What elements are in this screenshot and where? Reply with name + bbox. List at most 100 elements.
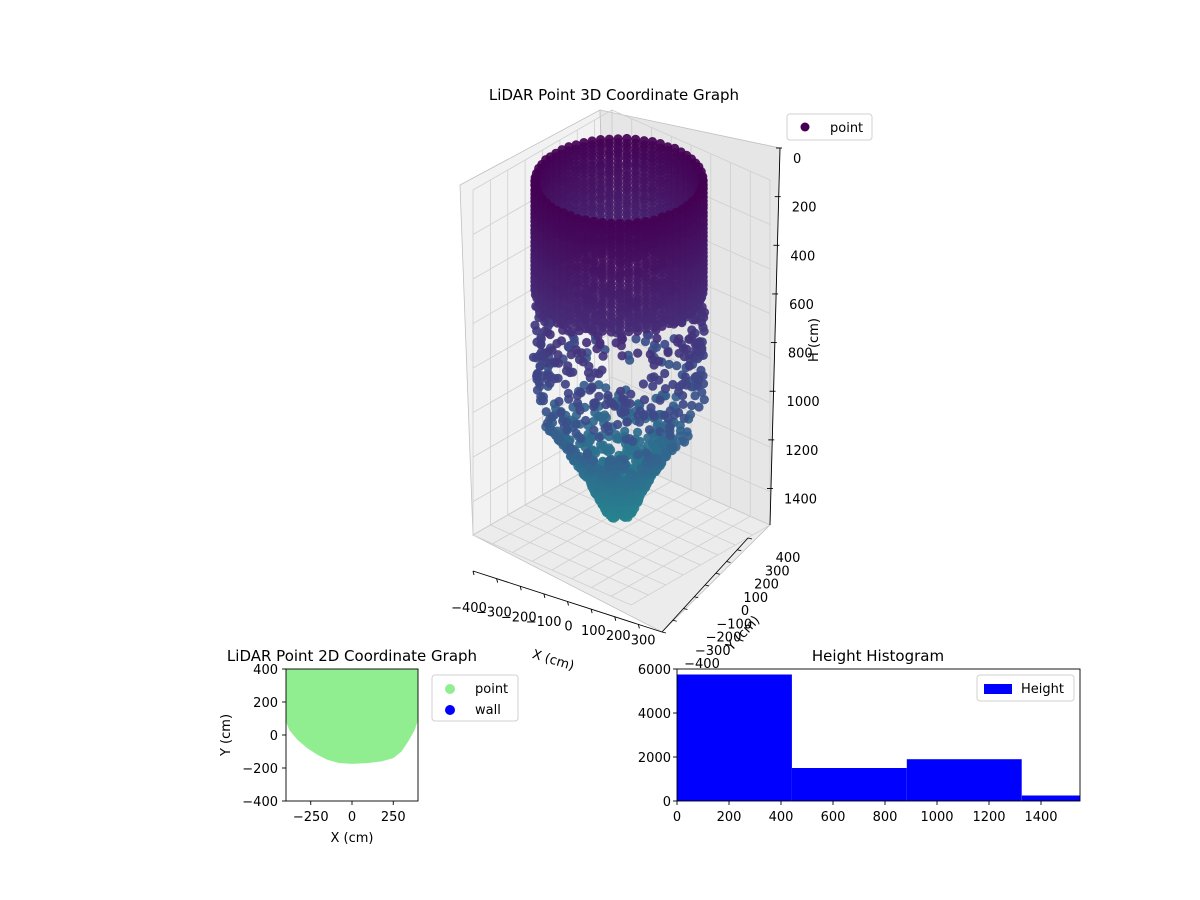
z-tick-label: 600 [789,298,814,313]
lidar-point [604,456,614,466]
lidar-point [532,326,542,336]
legend-2d-label-wall: wall [475,703,501,718]
lidar-point [660,368,670,379]
lidar-point [649,360,659,370]
lidar-point [648,409,658,419]
lidar-point [679,437,690,447]
legend-hist-label: Height [1021,682,1064,697]
y-tick-label-2d: 0 [270,729,278,744]
y-tick-label: −200 [706,631,742,646]
x-tick-label: 200 [606,629,631,644]
lidar-point [560,379,571,389]
height-gridline [472,421,771,502]
lidar-point [626,389,636,399]
y-tick-label-2d: 200 [253,696,278,711]
lidar-point [671,442,681,452]
lidar-point [534,377,544,388]
legend-3d-label: point [830,121,863,136]
lidar-point [556,336,567,346]
height-gridline [472,376,771,458]
x-axis-label-3d: X (cm) [530,647,576,674]
lidar-point [571,419,581,429]
lidar-point [563,342,573,352]
y-tick [737,549,742,552]
floor-gridline [532,480,672,562]
lidar-point [678,399,688,409]
y-tick [747,537,753,540]
lidar-point [597,326,608,336]
lidar-point [542,358,552,368]
legend-2d-label-point: point [475,682,508,697]
lidar-point [573,398,583,408]
legend-2d-marker-wall [445,705,455,715]
lidar-point [622,417,633,427]
lidar-point [684,361,695,371]
y-tick-label-hist: 6000 [638,663,671,678]
lidar-point [581,415,591,426]
lidar-point [639,395,650,405]
floor-gridline [630,524,771,606]
lidar-point [671,315,681,325]
lidar-point [592,344,602,354]
x-tick-label-2d: −250 [293,810,329,825]
lidar-point [690,391,700,401]
x-tick-label: 300 [631,633,656,648]
lidar-point [547,412,557,422]
lidar-point [687,331,697,341]
lidar-point [699,395,709,405]
chart-3d-title: LiDAR Point 3D Coordinate Graph [489,86,739,104]
y-tick [661,631,667,634]
x-tick-label-2d: 250 [381,810,406,825]
y-tick-label: −300 [695,644,731,659]
y-tick-label: −100 [716,617,752,632]
floor-gridline [591,507,731,588]
ticks-hist: 0 200 400 600 800 1000 1200 1400 6000 4000 2000 0 [638,663,1058,825]
y-tick-label: 400 [776,551,801,566]
y-tick-label-hist: 0 [663,795,671,810]
lidar-point [691,339,702,350]
x-tick-label-2d: 0 [348,810,356,825]
lidar-point [582,448,593,458]
lidar-point [589,425,599,435]
lidar-point [652,333,662,343]
lidar-point [585,385,595,395]
x-tick-label-hist: 200 [717,810,742,825]
z-tick-label: 400 [790,249,815,264]
histogram-bar [906,759,1022,801]
lidar-point [610,401,620,411]
chart-2d-title: LiDAR Point 2D Coordinate Graph [227,647,477,665]
lidar-point [633,427,643,437]
lidar-point [645,349,655,359]
lidar-point [631,334,641,344]
height-gridline [472,109,771,191]
lidar-point [646,373,656,383]
lidar-point [578,357,588,367]
lidar-point [616,331,627,341]
x-tick [543,593,546,598]
lidar-point [619,455,629,465]
y-tick-label-2d: −200 [242,762,278,777]
lidar-point [563,388,574,398]
lidar-point [620,407,630,417]
lidar-point [532,385,543,395]
lidar-point [613,419,623,430]
y-tick-label: 200 [754,578,779,593]
lidar-point [639,409,649,420]
x-tick [637,624,640,629]
lidar-point [566,327,576,337]
y-tick [694,596,699,599]
lidar-point [632,326,643,336]
lidar-point [694,402,704,412]
histogram-title: Height Histogram [812,647,944,665]
lidar-point [649,322,659,332]
lidar-point [598,351,608,361]
lidar-point [603,390,613,401]
lidar-point [622,475,632,485]
x-tick-label: −100 [526,615,562,630]
floor-gridline [571,498,711,580]
z-axis-line [769,147,781,526]
lidar-point [664,318,674,329]
z-tick-label: 1200 [785,444,818,459]
lidar-point [565,367,575,378]
y-tick-label: 300 [765,564,790,579]
